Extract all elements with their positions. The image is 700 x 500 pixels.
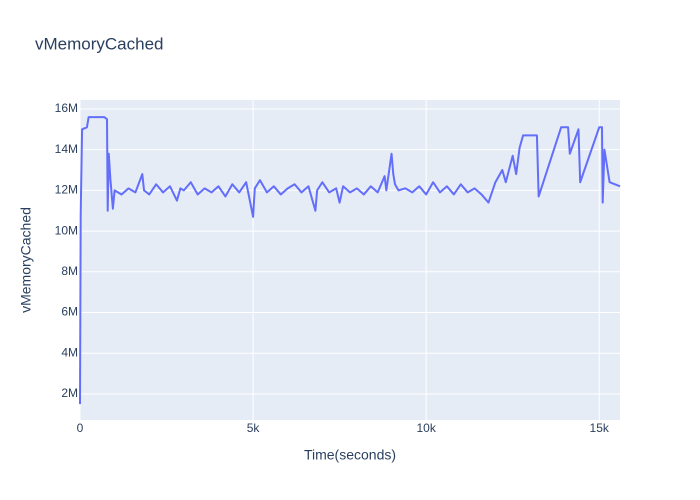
y-tick-label: 14M [55,142,78,156]
y-tick-label: 10M [55,223,78,237]
y-axis-title: vMemoryCached [18,207,34,313]
chart-title: vMemoryCached [35,34,164,53]
data-line [79,116,621,405]
y-tick-label: 6M [61,305,78,319]
x-tick-label: 10k [416,421,436,435]
y-tick-label: 8M [61,264,78,278]
x-tick-label: 15k [590,421,610,435]
y-tick-label: 12M [55,183,78,197]
y-tick-label: 2M [61,386,78,400]
x-tick-label: 5k [247,421,261,435]
x-tick-label: 0 [77,421,84,435]
x-axis-title: Time(seconds) [304,447,396,463]
plot-area [80,100,620,420]
y-tick-label: 16M [55,101,78,115]
y-tick-label: 4M [61,345,78,359]
